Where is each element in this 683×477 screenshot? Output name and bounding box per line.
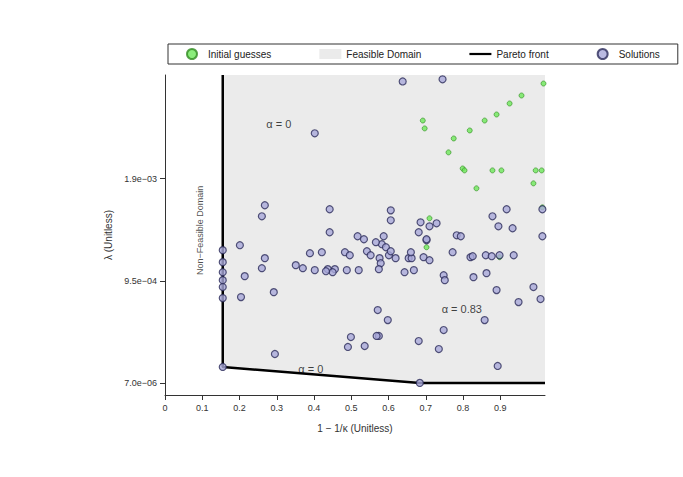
svg-text:1 − 1/κ (Unitless): 1 − 1/κ (Unitless): [317, 423, 392, 434]
svg-text:0.4: 0.4: [308, 403, 321, 413]
svg-text:α = 0: α = 0: [266, 118, 291, 130]
svg-text:0.9: 0.9: [494, 403, 507, 413]
svg-text:0.8: 0.8: [457, 403, 470, 413]
svg-text:α = 0: α = 0: [298, 363, 323, 375]
svg-text:0.3: 0.3: [271, 403, 284, 413]
svg-text:0.1: 0.1: [196, 403, 209, 413]
svg-text:Feasible Domain: Feasible Domain: [346, 49, 421, 60]
svg-text:0.5: 0.5: [345, 403, 358, 413]
svg-text:9.5e−04: 9.5e−04: [124, 276, 157, 286]
svg-text:α = 0.83: α = 0.83: [442, 303, 482, 315]
svg-text:Pareto front: Pareto front: [496, 49, 548, 60]
svg-text:0.6: 0.6: [382, 403, 395, 413]
svg-text:7.0e−06: 7.0e−06: [124, 378, 157, 388]
svg-text:Initial guesses: Initial guesses: [208, 49, 271, 60]
svg-text:0: 0: [162, 403, 167, 413]
svg-text:Solutions: Solutions: [619, 49, 660, 60]
svg-text:λ (Unitless): λ (Unitless): [103, 210, 114, 260]
svg-text:0.2: 0.2: [233, 403, 246, 413]
svg-text:1.9e−03: 1.9e−03: [124, 174, 157, 184]
svg-text:0.7: 0.7: [420, 403, 433, 413]
svg-text:Non−Feasible Domain: Non−Feasible Domain: [195, 186, 205, 275]
